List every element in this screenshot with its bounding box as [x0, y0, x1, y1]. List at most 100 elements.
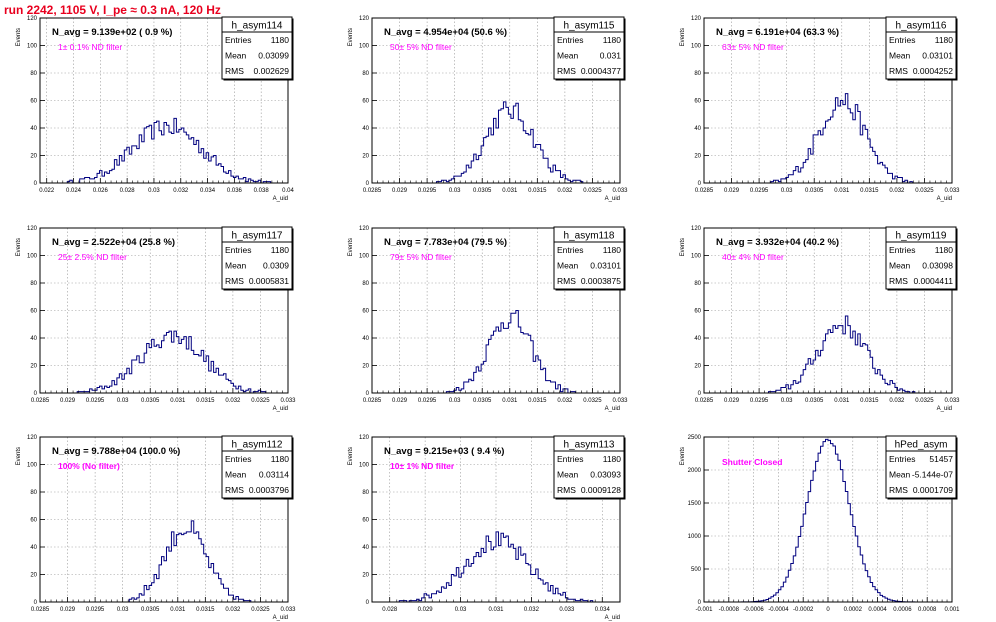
histogram-line	[40, 330, 288, 394]
stats-key: Entries	[225, 35, 251, 45]
stats-key: Mean	[889, 51, 911, 61]
x-tick-label: -0.0006	[743, 607, 764, 613]
x-tick-label: 0.0295	[750, 188, 769, 194]
x-tick-label: 0.022	[39, 188, 55, 194]
x-tick-label: 0.0295	[86, 607, 105, 613]
x-tick-label: 0	[826, 607, 830, 613]
stats-key: Mean	[557, 261, 579, 271]
stats-value: 0.0004252	[913, 66, 953, 76]
navg-label: N_avg = 9.215e+03 ( 9.4 %)	[384, 446, 504, 457]
y-tick-label: 0	[366, 600, 370, 606]
filter-label: 10± 1% ND filter	[390, 461, 455, 471]
y-tick-label: 2500	[688, 435, 702, 441]
x-tick-label: 0.0295	[418, 398, 437, 404]
x-tick-label: 0.0295	[86, 398, 105, 404]
x-tick-label: 0.0295	[750, 398, 769, 404]
y-tick-label: 20	[362, 364, 369, 370]
stats-key: Entries	[225, 454, 251, 464]
x-tick-label: 0.032	[557, 188, 573, 194]
y-tick-label: 120	[27, 435, 38, 441]
x-tick-label: 0.03	[449, 398, 461, 404]
hist-name: h_asym113	[564, 440, 615, 451]
hist-name: h_asym117	[232, 231, 283, 242]
x-tick-label: 0.029	[392, 188, 408, 194]
x-tick-label: 0.028	[120, 188, 136, 194]
x-tick-label: 0.03	[148, 188, 160, 194]
navg-label: N_avg = 9.788e+04 (100.0 %)	[52, 446, 180, 457]
stats-key: Entries	[889, 454, 915, 464]
stats-key: RMS	[889, 66, 908, 76]
y-tick-label: 120	[359, 16, 370, 22]
x-tick-label: 0.033	[280, 607, 296, 613]
stats-value: 0.03098	[922, 261, 953, 271]
x-tick-label: 0.029	[724, 398, 740, 404]
y-axis-label: Events	[16, 447, 22, 465]
stats-value: 0.0309	[263, 261, 289, 271]
y-tick-label: 120	[691, 16, 702, 22]
x-tick-label: 0.0305	[141, 398, 160, 404]
stats-key: RMS	[557, 485, 576, 495]
stats-value: 1180	[271, 35, 290, 45]
x-tick-label: 0.03	[449, 188, 461, 194]
y-tick-label: 80	[30, 71, 37, 77]
y-tick-label: 0	[366, 181, 370, 187]
x-tick-label: 0.0315	[860, 398, 879, 404]
histogram-line	[372, 101, 620, 184]
stats-key: RMS	[225, 485, 244, 495]
y-tick-label: 1500	[688, 501, 702, 507]
stats-value: 0.002629	[254, 66, 290, 76]
x-axis-label: A_uid	[273, 196, 288, 202]
x-tick-label: -0.0004	[768, 607, 789, 613]
stats-key: RMS	[889, 276, 908, 286]
x-tick-label: 0.0285	[31, 398, 50, 404]
y-tick-label: 40	[30, 126, 37, 132]
y-axis-label: Events	[680, 238, 686, 256]
x-tick-label: 0.0325	[915, 398, 934, 404]
stats-box	[553, 16, 625, 80]
stats-value: 1180	[603, 245, 622, 255]
y-tick-label: 0	[698, 391, 702, 397]
x-tick-label: 0.032	[889, 398, 905, 404]
navg-label: N_avg = 2.522e+04 (25.8 %)	[52, 237, 175, 248]
x-tick-label: 0.0285	[695, 398, 714, 404]
x-tick-label: 0.024	[66, 188, 82, 194]
x-tick-label: 0.031	[834, 188, 850, 194]
x-tick-label: 0.03	[781, 398, 793, 404]
stats-box	[221, 16, 293, 80]
stats-key: RMS	[225, 276, 244, 286]
x-tick-label: 0.033	[612, 398, 628, 404]
histogram-panel: 0.028 0.029 0.03 0.031 0.032 0.033 0.034 0 20 40 6…	[348, 435, 626, 621]
x-tick-label: 0.031	[170, 398, 186, 404]
x-tick-label: 0.0295	[418, 188, 437, 194]
y-tick-label: 100	[691, 254, 702, 260]
stats-value: 0.0004411	[913, 276, 953, 286]
navg-label: N_avg = 3.932e+04 (40.2 %)	[716, 237, 839, 248]
stats-key: Entries	[557, 454, 583, 464]
hist-name: h_asym118	[564, 231, 615, 242]
y-tick-label: 0	[34, 600, 38, 606]
y-tick-label: 20	[694, 154, 701, 160]
x-tick-label: 0.04	[282, 188, 294, 194]
y-tick-label: 0	[34, 181, 38, 187]
histogram-panel: 0.0285 0.029 0.0295 0.03 0.0305 0.031 0.0315 0.…	[16, 435, 296, 621]
x-tick-label: 0.031	[502, 188, 518, 194]
x-tick-label: 0.029	[418, 607, 434, 613]
x-tick-label: 0.034	[200, 188, 216, 194]
stats-value: 1180	[603, 35, 622, 45]
y-tick-label: 2000	[688, 468, 702, 474]
x-tick-label: 0.0305	[805, 398, 824, 404]
x-tick-label: 0.03	[455, 607, 467, 613]
x-tick-label: 0.03	[781, 188, 793, 194]
y-tick-label: 60	[694, 99, 701, 105]
stats-value: 1180	[935, 245, 954, 255]
y-tick-label: 100	[359, 44, 370, 50]
y-tick-label: 0	[698, 181, 702, 187]
stats-value: 0.031	[600, 51, 622, 61]
x-tick-label: 0.0315	[196, 607, 215, 613]
stats-key: Mean	[557, 470, 579, 480]
y-tick-label: 500	[691, 567, 702, 573]
stats-key: Mean	[225, 470, 247, 480]
y-tick-label: 80	[362, 490, 369, 496]
y-tick-label: 100	[27, 463, 38, 469]
stats-value: 0.0009128	[581, 485, 621, 495]
